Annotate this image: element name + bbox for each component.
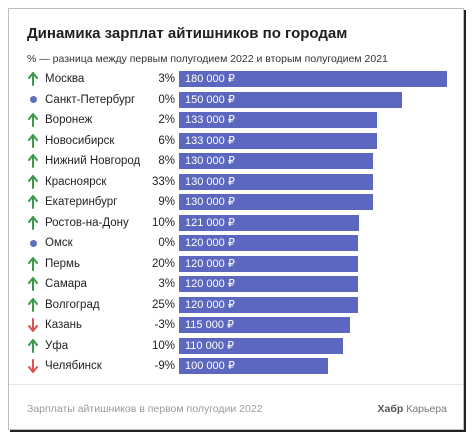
city-label: Омск bbox=[45, 237, 73, 249]
arrow-up-icon bbox=[27, 172, 39, 192]
bar-row: Казань -3% 115 000 ₽ bbox=[9, 315, 465, 335]
bar-value-label: 121 000 ₽ bbox=[185, 216, 235, 229]
brand-name: Хабр bbox=[377, 403, 404, 415]
bar: 120 000 ₽ bbox=[179, 255, 358, 272]
footer-caption: Зарплаты айтишников в первом полугодии 2… bbox=[27, 403, 263, 415]
city-label: Казань bbox=[45, 319, 82, 331]
bar-value-label: 120 000 ₽ bbox=[185, 298, 235, 311]
change-label: 3% bbox=[158, 278, 175, 290]
bar-value-label: 115 000 ₽ bbox=[185, 319, 235, 331]
change-label: 2% bbox=[158, 114, 175, 126]
bar-row: Самара 3% 120 000 ₽ bbox=[9, 274, 465, 294]
bar-row: Волгоград 25% 120 000 ₽ bbox=[9, 295, 465, 315]
brand-suffix: Карьера bbox=[406, 403, 447, 415]
bar: 120 000 ₽ bbox=[179, 276, 358, 292]
bar: 130 000 ₽ bbox=[179, 194, 373, 210]
city-label: Новосибирск bbox=[45, 134, 115, 147]
bar-row: Воронеж 2% 133 000 ₽ bbox=[9, 110, 465, 130]
change-label: -3% bbox=[154, 319, 175, 331]
bar: 120 000 ₽ bbox=[179, 235, 358, 251]
city-label: Самара bbox=[45, 278, 87, 290]
change-label: 0% bbox=[158, 93, 175, 106]
bar-value-label: 110 000 ₽ bbox=[185, 339, 235, 352]
chart-title: Динамика зарплат айтишников по городам bbox=[27, 25, 348, 42]
city-label: Ростов-на-Дону bbox=[45, 216, 129, 229]
arrow-up-icon bbox=[27, 336, 39, 356]
change-label: 3% bbox=[158, 73, 175, 85]
city-label: Нижний Новгород bbox=[45, 155, 141, 167]
bar-row: Санкт-Петербург 0% 150 000 ₽ bbox=[9, 90, 465, 110]
arrow-down-icon bbox=[27, 315, 39, 335]
arrow-up-icon bbox=[27, 69, 39, 89]
bar: 100 000 ₽ bbox=[179, 358, 328, 374]
chart-subtitle: % — разница между первым полугодием 2022… bbox=[27, 53, 388, 65]
bar-row: Уфа 10% 110 000 ₽ bbox=[9, 336, 465, 356]
bar-row: Омск 0% 120 000 ₽ bbox=[9, 233, 465, 253]
bar-row: Москва 3% 180 000 ₽ bbox=[9, 69, 465, 89]
bar-row: Пермь 20% 120 000 ₽ bbox=[9, 254, 465, 274]
bar: 133 000 ₽ bbox=[179, 132, 378, 149]
change-label: 33% bbox=[151, 175, 175, 188]
bar-row: Новосибирск 6% 133 000 ₽ bbox=[9, 131, 465, 151]
chart-card: Динамика зарплат айтишников по городам %… bbox=[8, 8, 464, 430]
bar: 110 000 ₽ bbox=[179, 337, 343, 354]
bar-row: Челябинск -9% 100 000 ₽ bbox=[9, 356, 465, 376]
arrow-up-icon bbox=[27, 151, 39, 171]
bar: 115 000 ₽ bbox=[179, 317, 351, 333]
city-label: Санкт-Петербург bbox=[45, 93, 136, 106]
change-label: 10% bbox=[151, 339, 175, 352]
bar-value-label: 130 000 ₽ bbox=[185, 155, 235, 167]
city-label: Волгоград bbox=[45, 298, 100, 311]
arrow-up-icon bbox=[27, 110, 39, 130]
bar-value-label: 150 000 ₽ bbox=[185, 93, 235, 106]
arrow-down-icon bbox=[27, 356, 39, 376]
change-label: -9% bbox=[154, 360, 175, 372]
bar: 130 000 ₽ bbox=[179, 153, 373, 169]
arrow-up-icon bbox=[27, 192, 39, 212]
arrow-up-icon bbox=[27, 295, 39, 315]
change-label: 25% bbox=[151, 298, 175, 311]
bar: 180 000 ₽ bbox=[179, 71, 447, 87]
footer-divider bbox=[9, 384, 463, 385]
bar-value-label: 130 000 ₽ bbox=[185, 196, 235, 208]
footer-brand: Хабр Карьера bbox=[378, 403, 447, 415]
arrow-up-icon bbox=[27, 131, 39, 151]
city-label: Екатеринбург bbox=[45, 196, 118, 208]
arrow-up-icon bbox=[27, 213, 39, 233]
bar: 121 000 ₽ bbox=[179, 214, 360, 231]
city-label: Воронеж bbox=[45, 114, 93, 126]
bar-value-label: 133 000 ₽ bbox=[185, 114, 235, 126]
bar-value-label: 120 000 ₽ bbox=[185, 257, 235, 270]
bar-value-label: 120 000 ₽ bbox=[185, 237, 235, 249]
bar-row: Нижний Новгород 8% 130 000 ₽ bbox=[9, 151, 465, 171]
bar-row: Ростов-на-Дону 10% 121 000 ₽ bbox=[9, 213, 465, 233]
bar-row: Екатеринбург 9% 130 000 ₽ bbox=[9, 192, 465, 212]
bar-value-label: 133 000 ₽ bbox=[185, 134, 235, 147]
city-label: Челябинск bbox=[45, 360, 102, 372]
change-label: 0% bbox=[158, 237, 175, 249]
bar-value-label: 120 000 ₽ bbox=[185, 278, 235, 290]
bar: 133 000 ₽ bbox=[179, 112, 378, 128]
city-label: Уфа bbox=[45, 339, 69, 352]
change-label: 8% bbox=[158, 155, 175, 167]
dot-icon bbox=[27, 233, 39, 253]
bar-value-label: 180 000 ₽ bbox=[185, 73, 235, 85]
bar: 120 000 ₽ bbox=[179, 296, 358, 313]
change-label: 6% bbox=[158, 134, 175, 147]
bar: 150 000 ₽ bbox=[179, 91, 403, 108]
city-label: Пермь bbox=[45, 257, 80, 270]
bar-value-label: 100 000 ₽ bbox=[185, 360, 235, 372]
arrow-up-icon bbox=[27, 254, 39, 274]
bar-value-label: 130 000 ₽ bbox=[185, 175, 235, 188]
change-label: 20% bbox=[151, 257, 175, 270]
bar-row: Красноярск 33% 130 000 ₽ bbox=[9, 172, 465, 192]
city-label: Москва bbox=[45, 73, 85, 85]
bar: 130 000 ₽ bbox=[179, 173, 373, 190]
city-label: Красноярск bbox=[45, 175, 107, 188]
change-label: 10% bbox=[151, 216, 175, 229]
change-label: 9% bbox=[158, 196, 175, 208]
dot-icon bbox=[27, 90, 39, 110]
arrow-up-icon bbox=[27, 274, 39, 294]
